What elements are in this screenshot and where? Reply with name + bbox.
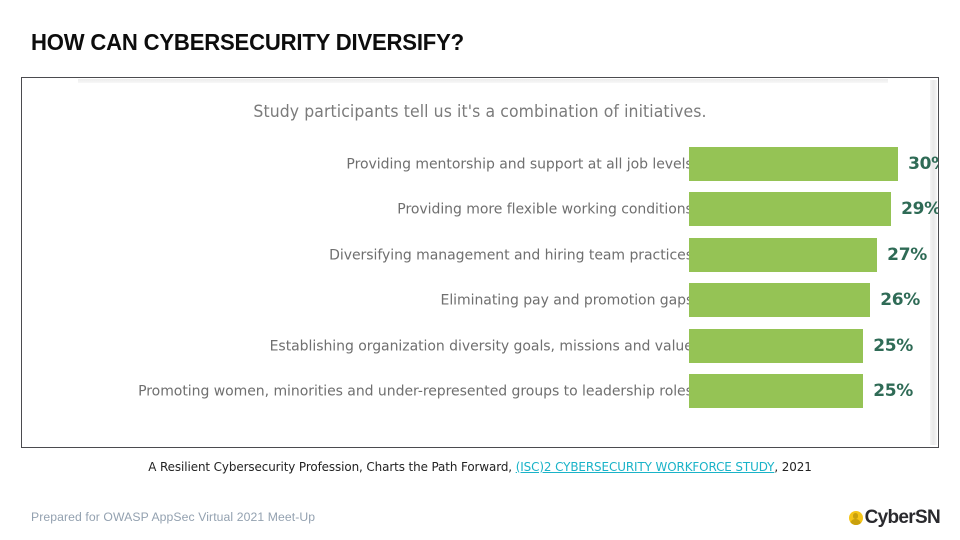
bar-category-label: Providing more flexible working conditio…: [397, 200, 694, 218]
bar-category-label: Providing mentorship and support at all …: [346, 155, 693, 173]
source-prefix: A Resilient Cybersecurity Profession, Ch…: [148, 460, 516, 474]
bar-value-label: 30%: [908, 153, 938, 174]
bar-row: Diversifying management and hiring team …: [22, 232, 938, 278]
bar-row: Establishing organization diversity goal…: [22, 323, 938, 369]
bar-track: 25%: [689, 374, 919, 409]
bar-row: Providing more flexible working conditio…: [22, 187, 938, 233]
bar-row: Promoting women, minorities and under-re…: [22, 369, 938, 415]
bar-track: 29%: [689, 192, 938, 227]
bar-value-label: 27%: [887, 244, 927, 265]
bar-track: 27%: [689, 237, 927, 272]
source-caption: A Resilient Cybersecurity Profession, Ch…: [14, 460, 945, 474]
page-title: HOW CAN CYBERSECURITY DIVERSIFY?: [31, 29, 464, 55]
bar-row: Providing mentorship and support at all …: [22, 141, 938, 187]
bar-fill: [689, 237, 878, 272]
bar-track: 25%: [689, 328, 919, 363]
image-edge-artifact-top: [78, 79, 888, 83]
brand-name: CyberSN: [864, 507, 941, 528]
bar-category-label: Establishing organization diversity goal…: [269, 337, 693, 355]
bar-category-label: Diversifying management and hiring team …: [329, 246, 693, 264]
bar-category-label: Eliminating pay and promotion gaps: [440, 291, 693, 309]
bar-fill: [689, 192, 892, 227]
bar-fill: [689, 328, 864, 363]
bar-row: Eliminating pay and promotion gaps 26%: [22, 278, 938, 324]
source-suffix: , 2021: [774, 460, 812, 474]
image-edge-artifact-right: [930, 80, 937, 445]
bar-value-label: 26%: [880, 290, 920, 311]
bar-track: 30%: [689, 146, 938, 181]
source-link[interactable]: (ISC)2 CYBERSECURITY WORKFORCE STUDY: [515, 460, 775, 474]
footer-note: Prepared for OWASP AppSec Virtual 2021 M…: [31, 510, 316, 524]
bar-fill: [689, 283, 871, 318]
bar-fill: [689, 374, 864, 409]
bar-category-label: Promoting women, minorities and under-re…: [138, 382, 693, 400]
chart-image-frame: Study participants tell us it's a combin…: [21, 77, 939, 448]
bar-track: 26%: [689, 283, 920, 318]
bar-fill: [689, 146, 899, 181]
bar-value-label: 25%: [873, 381, 914, 402]
bar-chart: Providing mentorship and support at all …: [22, 141, 938, 415]
chart-title: Study participants tell us it's a combin…: [253, 102, 707, 121]
bar-value-label: 29%: [901, 199, 939, 220]
bar-value-label: 25%: [873, 335, 914, 356]
person-circle-icon: [848, 511, 863, 525]
brand-logo: CyberSN: [848, 507, 941, 528]
